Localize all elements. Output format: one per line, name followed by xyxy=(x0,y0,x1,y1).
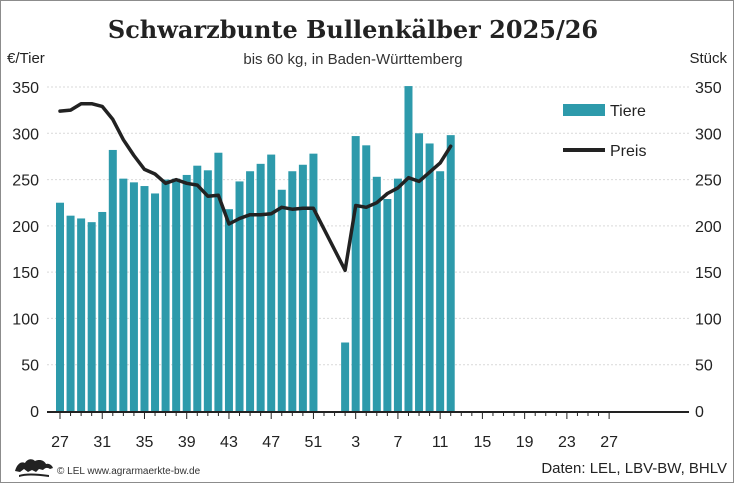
bar-week-12 xyxy=(446,135,455,411)
y-left-tick-label: 300 xyxy=(12,126,39,143)
bar-week-28 xyxy=(66,215,75,411)
lion-icon xyxy=(15,459,53,477)
bar-week-9 xyxy=(415,133,424,412)
x-tick-label: 31 xyxy=(93,434,111,451)
bar-week-51 xyxy=(309,153,318,411)
bar-week-5 xyxy=(372,176,381,411)
x-tick-label: 15 xyxy=(474,434,492,451)
bar-week-6 xyxy=(383,199,392,411)
bar-week-48 xyxy=(277,189,286,411)
bar-week-49 xyxy=(288,171,297,411)
bar-week-45 xyxy=(246,171,255,411)
chart-title: Schwarzbunte Bullenkälber 2025/26 xyxy=(108,15,598,44)
bar-week-44 xyxy=(235,181,244,411)
y-right-tick-label: 200 xyxy=(695,219,722,236)
footer-source-right: Daten: LEL, LBV-BW, BHLV xyxy=(541,460,727,477)
bar-week-41 xyxy=(203,170,212,411)
x-tick-label: 39 xyxy=(178,434,196,451)
y-left-tick-label: 250 xyxy=(12,173,39,190)
bar-week-33 xyxy=(119,178,128,411)
x-tick-label: 11 xyxy=(432,434,449,451)
bar-week-30 xyxy=(87,222,96,411)
x-axis xyxy=(47,411,689,419)
x-tick-labels: 27 31 35 39 43 47 51 3 7 11 15 19 23 27 xyxy=(51,434,618,451)
y-tick-labels: 0 0 50 50 100 100 150 150 200 200 250 250 300 300 350 3… xyxy=(12,80,722,421)
bar-week-43 xyxy=(224,209,233,411)
y-left-unit-label: €/Tier xyxy=(7,50,45,67)
x-tick-label: 7 xyxy=(393,434,402,451)
legend-label-tiere: Tiere xyxy=(610,103,646,120)
bar-week-38 xyxy=(172,178,181,411)
bar-week-31 xyxy=(98,211,107,411)
y-right-tick-label: 300 xyxy=(695,126,722,143)
y-right-tick-label: 150 xyxy=(695,265,722,282)
line-series-preis xyxy=(58,101,453,273)
bar-week-37 xyxy=(161,179,170,411)
state-logo xyxy=(15,459,53,477)
x-tick-label: 35 xyxy=(136,434,154,451)
bar-week-50 xyxy=(298,164,307,411)
bar-week-29 xyxy=(77,218,86,411)
y-right-tick-label: 50 xyxy=(695,358,713,375)
y-left-tick-label: 50 xyxy=(21,358,39,375)
x-tick-label: 51 xyxy=(305,434,323,451)
bar-week-36 xyxy=(151,193,160,411)
y-left-tick-label: 150 xyxy=(12,265,39,282)
y-right-tick-label: 250 xyxy=(695,173,722,190)
bar-week-10 xyxy=(425,143,434,411)
legend: Tiere Preis xyxy=(563,103,646,160)
preis-line xyxy=(58,101,453,273)
y-right-tick-label: 100 xyxy=(695,311,722,328)
bar-week-46 xyxy=(256,163,265,411)
bar-week-32 xyxy=(108,149,117,411)
bar-week-42 xyxy=(214,152,223,411)
bar-week-7 xyxy=(393,178,402,411)
bar-week-39 xyxy=(182,174,191,411)
bar-week-8 xyxy=(404,86,413,412)
x-tick-label: 43 xyxy=(220,434,238,451)
legend-swatch-tiere xyxy=(563,104,605,116)
bar-week-2 xyxy=(341,342,350,411)
bar-week-3 xyxy=(351,136,360,411)
bar-week-40 xyxy=(193,165,202,411)
x-tick-label: 3 xyxy=(351,434,360,451)
legend-label-preis: Preis xyxy=(610,143,646,160)
bar-series-tiere xyxy=(56,86,455,412)
bar-week-11 xyxy=(436,171,445,411)
y-left-tick-label: 200 xyxy=(12,219,39,236)
bar-week-4 xyxy=(362,145,371,411)
bar-week-35 xyxy=(140,186,149,411)
bar-week-47 xyxy=(267,154,276,411)
x-tick-label: 23 xyxy=(558,434,576,451)
bar-week-34 xyxy=(129,182,138,411)
footer-source-left: © LEL www.agrarmaerkte-bw.de xyxy=(57,466,201,477)
y-left-tick-label: 350 xyxy=(12,80,39,97)
y-right-unit-label: Stück xyxy=(689,50,727,67)
bar-week-27 xyxy=(56,202,64,411)
x-tick-label: 47 xyxy=(262,434,280,451)
x-tick-label: 27 xyxy=(600,434,618,451)
x-tick-label: 27 xyxy=(51,434,69,451)
y-right-tick-label: 0 xyxy=(695,404,704,421)
y-left-tick-label: 0 xyxy=(30,404,39,421)
x-tick-label: 19 xyxy=(516,434,534,451)
y-right-tick-label: 350 xyxy=(695,80,722,97)
chart-subtitle: bis 60 kg, in Baden-Württemberg xyxy=(243,51,462,68)
y-left-tick-label: 100 xyxy=(12,311,39,328)
